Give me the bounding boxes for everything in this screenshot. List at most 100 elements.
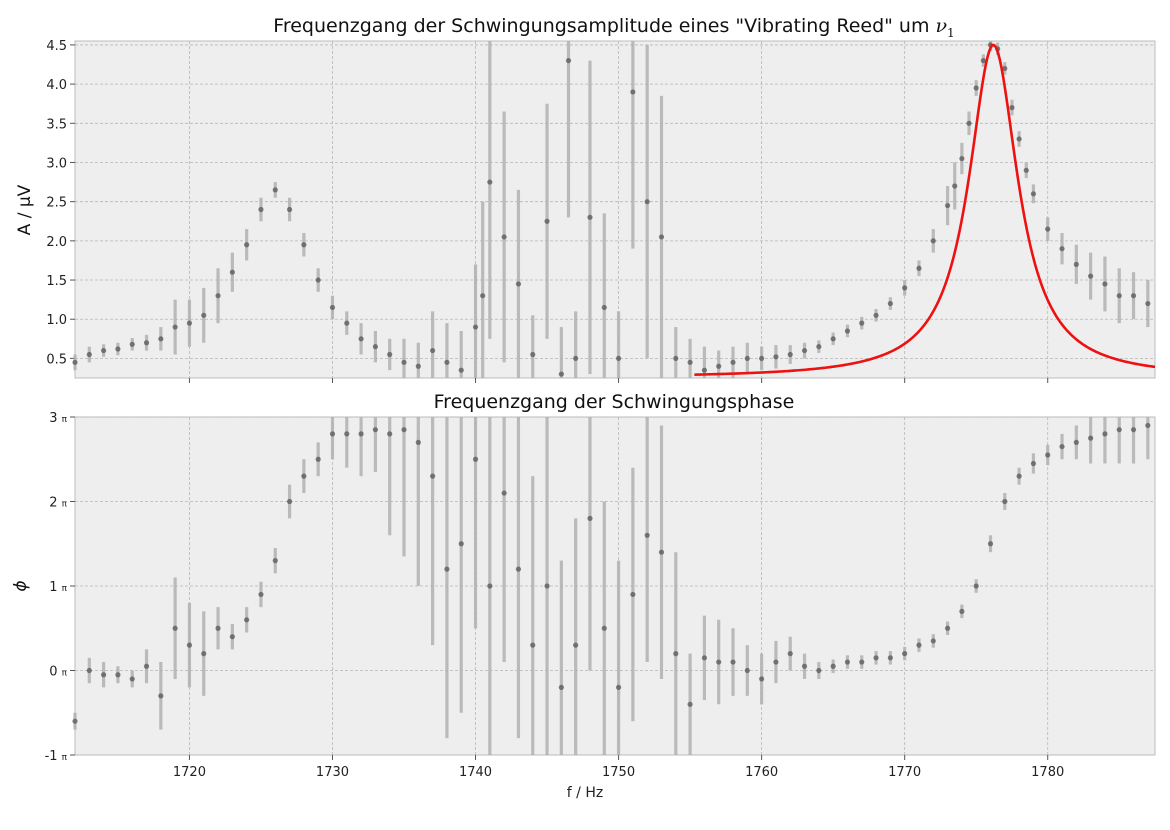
data-point — [1130, 293, 1137, 299]
data-point — [358, 431, 364, 437]
data-point — [480, 293, 486, 299]
y-tick-label: 1.5 — [46, 274, 67, 289]
y-tick-label: 4.0 — [46, 78, 67, 93]
data-point — [887, 655, 893, 661]
data-point — [401, 359, 407, 365]
data-point — [143, 663, 150, 669]
data-point — [730, 659, 736, 665]
data-point — [1102, 281, 1108, 287]
data-point — [372, 344, 378, 350]
data-point — [286, 498, 293, 505]
data-point — [1145, 300, 1151, 307]
data-point — [573, 355, 579, 362]
data-point — [1016, 136, 1022, 142]
data-point — [258, 591, 264, 598]
data-point — [615, 355, 622, 362]
data-point — [1030, 460, 1037, 467]
data-point — [844, 659, 851, 665]
data-point — [158, 693, 164, 699]
data-point — [1088, 273, 1094, 279]
data-point — [730, 359, 736, 365]
data-point — [601, 304, 607, 311]
data-point — [272, 187, 278, 193]
data-point — [787, 351, 793, 358]
data-point — [830, 336, 836, 342]
data-point — [501, 490, 507, 496]
data-point — [601, 625, 607, 631]
data-point — [515, 281, 522, 287]
data-point — [344, 320, 350, 326]
data-point — [944, 202, 951, 209]
data-point — [129, 341, 135, 347]
data-point — [959, 608, 965, 614]
data-point — [244, 617, 250, 623]
data-point — [186, 642, 193, 648]
data-point — [844, 328, 851, 334]
data-point — [201, 312, 207, 318]
phase-points — [72, 422, 1151, 724]
data-point — [1023, 167, 1029, 173]
data-point — [902, 651, 908, 657]
data-point — [458, 367, 464, 373]
data-point — [1009, 105, 1015, 111]
data-point — [801, 663, 808, 669]
data-point — [215, 293, 221, 299]
data-point — [315, 456, 321, 462]
data-point — [1116, 427, 1122, 433]
x-tick-label: 1730 — [316, 765, 349, 780]
data-point — [973, 85, 979, 91]
x-tick-label: 1750 — [602, 765, 635, 780]
data-point — [701, 655, 708, 661]
data-point — [1030, 191, 1037, 197]
amplitude-plot-area — [74, 40, 1156, 379]
amplitude-ticks: 0.5 1.0 1.5 2.0 2.5 3.0 3.5 4.0 4.5 — [46, 39, 1049, 383]
data-point — [387, 431, 393, 437]
data-point — [1130, 427, 1137, 433]
phase-ylabel: ϕ — [11, 580, 31, 591]
x-tick-label: 1760 — [745, 765, 778, 780]
data-point — [658, 549, 665, 555]
data-point — [544, 218, 550, 224]
phase-title: Frequenzgang der Schwingungsphase — [434, 391, 795, 413]
data-point — [630, 591, 636, 598]
x-tick-label: 1770 — [888, 765, 921, 780]
lorentzian-fit-line — [694, 43, 1156, 376]
data-point — [115, 346, 121, 352]
data-point — [887, 300, 893, 307]
data-point — [816, 667, 822, 674]
y-tick-label: 2.0 — [46, 235, 67, 250]
data-point — [966, 120, 972, 126]
data-point — [658, 234, 665, 240]
data-point — [358, 336, 364, 342]
amplitude-title: Frequenzgang der Schwingungsamplitude ei… — [273, 15, 954, 40]
data-point — [1145, 422, 1151, 429]
data-point — [86, 351, 92, 358]
data-point — [315, 277, 321, 283]
phase-xlabel: f / Hz — [567, 785, 603, 801]
data-point — [1045, 452, 1051, 458]
data-point — [430, 473, 436, 479]
data-point — [759, 676, 765, 682]
data-point — [644, 199, 650, 205]
data-point — [472, 324, 479, 330]
data-point — [573, 642, 579, 648]
data-point — [444, 566, 450, 572]
data-point — [515, 566, 522, 572]
data-point — [701, 367, 708, 373]
amplitude-ylabel: A / μV — [15, 184, 35, 235]
data-point — [587, 515, 593, 522]
data-point — [987, 541, 994, 547]
data-point — [859, 659, 865, 665]
data-point — [258, 206, 264, 213]
data-point — [973, 583, 979, 589]
data-point — [1116, 293, 1122, 299]
data-point — [129, 676, 135, 682]
data-point — [952, 183, 958, 189]
data-point — [229, 634, 235, 640]
data-point — [101, 672, 107, 678]
data-point — [687, 359, 693, 365]
data-point — [101, 347, 107, 354]
data-point — [229, 269, 235, 275]
